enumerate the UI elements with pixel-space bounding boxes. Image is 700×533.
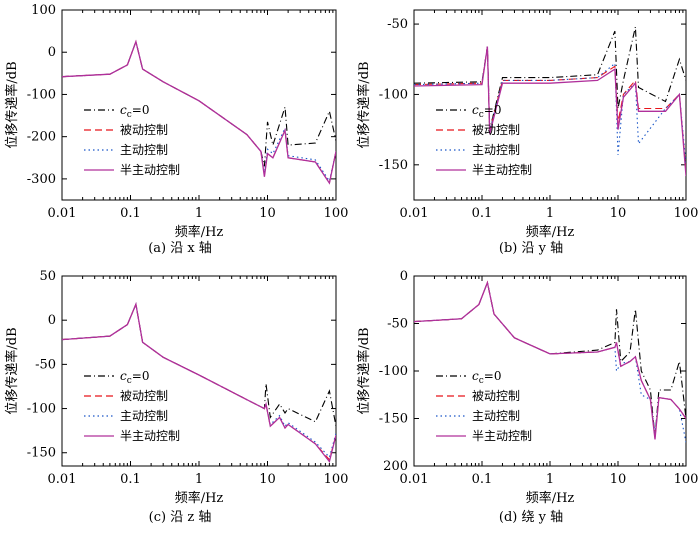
- series-line-3: [414, 46, 686, 165]
- legend-label-3: 主动控制: [120, 409, 168, 423]
- y-tick-label: -200: [27, 130, 56, 145]
- series-line-2: [414, 46, 686, 172]
- y-tick-label: -300: [27, 172, 56, 187]
- legend-label-4: 半主动控制: [120, 163, 180, 177]
- x-tick-label: 0.1: [472, 206, 493, 221]
- y-tick-label: 0: [48, 313, 56, 328]
- legend-label-3: 主动控制: [120, 143, 168, 157]
- y-tick-label: 0: [400, 269, 408, 284]
- y-tick-label: -50: [387, 17, 408, 32]
- chart-panel-2: 0.01 0.1 1 10 100 -50 -100 -150 频率/Hz 位移传递率/dB (b)…: [356, 9, 699, 256]
- x-axis-label: 频率/Hz: [175, 490, 224, 506]
- x-axis-label: 频率/Hz: [175, 224, 224, 240]
- series-line-3: [62, 302, 336, 459]
- y-tick-label: -100: [379, 87, 408, 102]
- y-tick-label: -100: [27, 402, 56, 417]
- x-axis-label: 频率/Hz: [526, 224, 575, 240]
- legend-label-4: 半主动控制: [472, 163, 532, 177]
- legend-label-4: 半主动控制: [120, 429, 180, 443]
- x-tick-label: 1: [546, 472, 554, 487]
- x-axis-label: 频率/Hz: [526, 490, 575, 506]
- y-tick-label: -100: [27, 87, 56, 102]
- x-tick-label: 0.1: [472, 472, 493, 487]
- legend-label-1: cc=0: [472, 369, 501, 386]
- x-tick-label: 0.01: [48, 206, 77, 221]
- chart-panel-1: 0.01 0.1 1 10 100 100 0 -100 -200 -300 频率/Hz 位移传递率/…: [4, 3, 348, 256]
- x-tick-label: 1: [195, 472, 203, 487]
- legend-label-3: 主动控制: [472, 409, 520, 423]
- legend-label-2: 被动控制: [472, 389, 520, 403]
- y-tick-label: -100: [379, 364, 408, 379]
- x-tick-label: 0.01: [400, 206, 429, 221]
- legend-label-2: 被动控制: [120, 123, 168, 137]
- legend-label-1: cc=0: [120, 103, 149, 120]
- series-line-1: [62, 39, 336, 167]
- series-line-3: [414, 280, 686, 443]
- y-tick-label: -50: [387, 317, 408, 332]
- x-tick-label: 10: [610, 472, 627, 487]
- y-axis-label: 位移传递率/dB: [4, 61, 20, 148]
- plot-frame: [61, 9, 337, 201]
- y-tick-label: 200: [383, 459, 408, 474]
- y-tick-label: -150: [27, 446, 56, 461]
- panel-caption: (d) 绕 y 轴: [499, 510, 563, 525]
- chart-panel-3: 0.01 0.1 1 10 100 50 0 -50 -100 -150 频率/Hz 位移传递率/dB…: [4, 269, 348, 525]
- series-line-1: [414, 26, 686, 130]
- legend-label-1: cc=0: [472, 103, 501, 120]
- x-tick-label: 0.1: [120, 206, 141, 221]
- x-tick-label: 1: [195, 206, 203, 221]
- panel-caption: (c) 沿 z 轴: [149, 510, 212, 525]
- panel-caption: (b) 沿 y 轴: [499, 241, 563, 256]
- y-tick-label: -150: [379, 158, 408, 173]
- plot-frame: [413, 9, 687, 201]
- x-tick-label: 100: [674, 472, 699, 487]
- plot-frame: [413, 275, 687, 467]
- y-tick-label: 0: [48, 45, 56, 60]
- series-line-1: [62, 302, 336, 427]
- y-tick-label: -150: [379, 412, 408, 427]
- x-tick-label: 100: [324, 472, 349, 487]
- series-line-4: [414, 280, 686, 440]
- x-tick-label: 100: [674, 206, 699, 221]
- y-axis-label: 位移传递率/dB: [356, 327, 372, 414]
- x-tick-label: 1: [546, 206, 554, 221]
- y-tick-label: 50: [39, 269, 56, 284]
- panel-caption: (a) 沿 x 轴: [148, 241, 212, 256]
- legend-label-2: 被动控制: [472, 123, 520, 137]
- y-tick-label: -50: [35, 357, 56, 372]
- x-tick-label: 10: [610, 206, 627, 221]
- plot-frame: [61, 275, 337, 467]
- legend-label-4: 半主动控制: [472, 429, 532, 443]
- series-line-2: [62, 39, 336, 185]
- x-tick-label: 10: [259, 206, 276, 221]
- legend-label-2: 被动控制: [120, 389, 168, 403]
- series-line-3: [62, 39, 336, 183]
- series-line-4: [62, 39, 336, 185]
- x-tick-label: 0.01: [48, 472, 77, 487]
- chart-panel-4: 0.01 0.1 1 10 100 0 -50 -100 -150 200 频率/Hz 位移传递率/d…: [356, 269, 698, 525]
- x-tick-label: 0.1: [120, 472, 141, 487]
- legend-label-1: cc=0: [120, 369, 149, 386]
- x-tick-label: 10: [259, 472, 276, 487]
- series-line-2: [414, 280, 686, 438]
- series-line-4: [414, 46, 686, 177]
- series-line-4: [62, 302, 336, 464]
- y-axis-label: 位移传递率/dB: [4, 327, 20, 414]
- x-tick-label: 100: [324, 206, 349, 221]
- legend-label-3: 主动控制: [472, 143, 520, 157]
- series-line-1: [414, 280, 686, 438]
- y-axis-label: 位移传递率/dB: [356, 61, 372, 148]
- x-tick-label: 0.01: [400, 472, 429, 487]
- y-tick-label: 100: [31, 3, 56, 18]
